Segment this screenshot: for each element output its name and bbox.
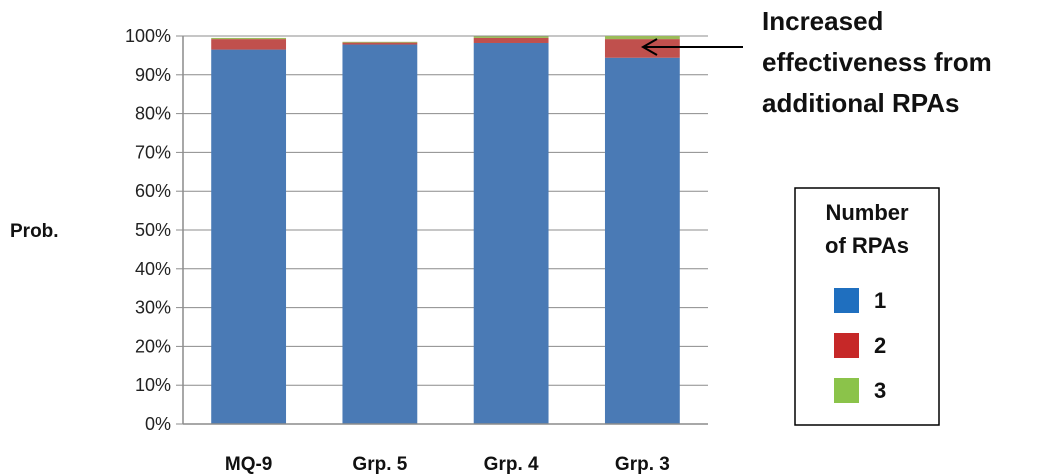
bar-mq-9-series-2	[211, 39, 287, 50]
annotation-line-3: additional RPAs	[762, 88, 959, 118]
y-tick-label: 10%	[135, 375, 171, 395]
legend-swatch	[834, 378, 859, 403]
legend-label: 3	[874, 378, 886, 403]
bar-grp-4-series-2	[473, 37, 549, 43]
y-axis-ticks: 0% 10% 20% 30% 40% 50% 60% 70% 80% 90% 100%	[125, 26, 171, 434]
x-category-label: Grp. 4	[484, 454, 539, 475]
x-axis-categories: MQ-9 Grp. 5 Grp. 4 Grp. 3	[225, 454, 670, 475]
annotation-line-2: effectiveness from	[762, 47, 992, 77]
bars	[211, 36, 680, 425]
bar-grp-4-series-1	[473, 42, 549, 424]
bar-grp-3-series-2	[604, 39, 680, 58]
y-tick-label: 80%	[135, 104, 171, 124]
y-tick-label: 0%	[145, 414, 171, 434]
y-tick-label: 100%	[125, 26, 171, 46]
bar-mq-9-series-3	[211, 37, 287, 40]
y-tick-label: 40%	[135, 259, 171, 279]
bar-grp-5-series-1	[342, 44, 418, 424]
bar-grp-4-series-3	[473, 36, 549, 38]
legend: Number of RPAs 1 2 3	[794, 187, 940, 426]
annotation: Increased effectiveness from additional …	[640, 6, 992, 118]
bar-grp-5-series-3	[342, 41, 418, 43]
legend-items: 1 2 3	[834, 288, 886, 403]
bar-grp-5-series-2	[342, 42, 418, 45]
legend-title-line-1: Number	[825, 200, 909, 225]
y-tick-label: 20%	[135, 336, 171, 356]
y-tick-label: 60%	[135, 181, 171, 201]
legend-swatch	[834, 333, 859, 358]
annotation-arrowhead-icon	[640, 38, 658, 56]
y-tick-label: 90%	[135, 65, 171, 85]
y-tick-label: 30%	[135, 298, 171, 318]
bar-grp-3-series-3	[604, 36, 680, 40]
y-tick-label: 70%	[135, 142, 171, 162]
annotation-line-1: Increased	[762, 6, 883, 36]
x-category-label: Grp. 3	[615, 454, 670, 475]
legend-title-line-2: of RPAs	[825, 233, 909, 258]
y-tick-label: 50%	[135, 220, 171, 240]
y-axis-label: Prob.	[10, 221, 59, 242]
x-category-label: Grp. 5	[352, 454, 407, 475]
bar-mq-9-series-1	[211, 49, 287, 425]
legend-label: 2	[874, 333, 886, 358]
x-category-label: MQ-9	[225, 454, 273, 475]
legend-label: 1	[874, 288, 886, 313]
legend-box	[794, 187, 940, 426]
legend-swatch	[834, 288, 859, 313]
bar-grp-3-series-1	[604, 57, 680, 425]
